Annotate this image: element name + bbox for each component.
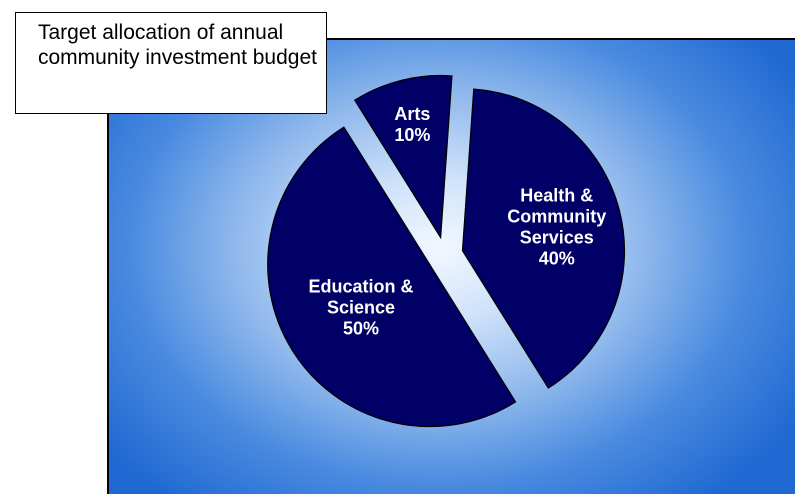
slice-value-label: 50% xyxy=(343,318,379,338)
slice-value-label: 10% xyxy=(394,125,430,145)
slice-category-label: Education & xyxy=(309,276,414,296)
slice-category-label: Science xyxy=(327,297,395,317)
slice-value-label: 40% xyxy=(539,249,575,269)
slice-category-label: Community xyxy=(507,207,606,227)
chart-title: Target allocation of annual community in… xyxy=(38,21,317,69)
slice-category-label: Health & xyxy=(520,186,593,206)
slice-category-label: Arts xyxy=(394,104,430,124)
slice-category-label: Services xyxy=(520,228,594,248)
chart-title-box: Target allocation of annual community in… xyxy=(15,12,327,114)
slice-label: Arts 10% xyxy=(394,104,430,145)
